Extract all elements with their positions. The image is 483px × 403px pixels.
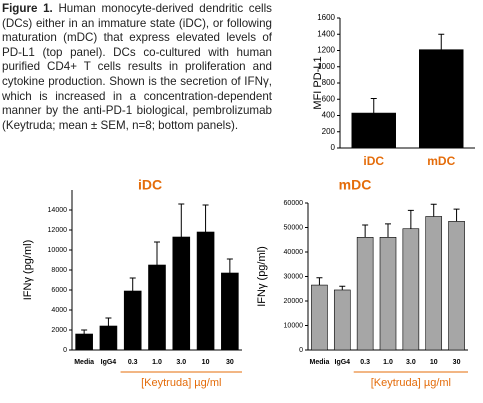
bar — [379, 237, 397, 351]
bar — [425, 216, 443, 351]
x-tick-label: Media — [310, 359, 330, 366]
y-tick-label: 12000 — [48, 227, 68, 234]
error-bar — [407, 209, 414, 229]
error-bar — [438, 33, 445, 50]
y-tick-label: 2000 — [51, 327, 67, 334]
error-bar — [178, 203, 185, 237]
error-bar — [370, 97, 377, 114]
y-tick-label: 6000 — [51, 287, 67, 294]
y-tick-label: 60000 — [284, 200, 304, 207]
x-tick-label: IgG4 — [335, 359, 351, 366]
bar — [123, 290, 142, 351]
x-tick-label: 3.0 — [406, 359, 416, 366]
x-tick-label: 1.0 — [152, 359, 162, 366]
y-tick-label: 200 — [322, 127, 336, 136]
y-tick-label: 400 — [322, 111, 336, 120]
y-tick-label: 0 — [299, 347, 303, 354]
x-tick-label: IgG4 — [101, 359, 117, 366]
x-tick-label: 30 — [453, 359, 461, 366]
error-bar — [81, 329, 88, 334]
x-tick-label: iDC — [363, 154, 384, 168]
bar — [196, 231, 215, 351]
y-tick-label: 600 — [322, 94, 336, 103]
error-bar — [226, 258, 233, 273]
x-axis-label: [Keytruda] µg/ml — [141, 377, 221, 389]
y-tick-label: 0 — [331, 143, 336, 152]
x-tick-label: 10 — [202, 359, 210, 366]
bar — [75, 333, 93, 351]
error-bar — [362, 224, 369, 238]
bar — [356, 237, 374, 351]
y-tick-label: 1600 — [317, 13, 335, 22]
y-tick-label: 30000 — [284, 273, 304, 280]
x-tick-label: 10 — [430, 359, 438, 366]
x-tick-label: 1.0 — [383, 359, 393, 366]
y-tick-label: 20000 — [284, 298, 304, 305]
y-tick-label: 40000 — [284, 249, 304, 256]
caption-label: Figure 1. — [2, 2, 53, 15]
y-tick-label: 4000 — [51, 307, 67, 314]
bar — [333, 289, 351, 351]
bar — [448, 221, 465, 351]
x-tick-label: 0.3 — [128, 359, 138, 366]
x-tick-label: 0.3 — [360, 359, 370, 366]
y-tick-label: 8000 — [51, 267, 67, 274]
y-axis-label: IFNγ (pg/ml) — [22, 240, 34, 301]
y-axis-label: IFNγ (pg/ml) — [256, 246, 268, 307]
y-tick-label: 1400 — [317, 29, 335, 38]
y-tick-label: 14000 — [48, 207, 68, 214]
y-tick-label: 1000 — [317, 62, 335, 71]
error-bar — [154, 241, 160, 265]
chart-title: iDC — [138, 177, 162, 193]
bar — [402, 228, 420, 351]
x-axis-label: [Keytruda] µg/ml — [371, 377, 451, 389]
bar — [99, 325, 118, 351]
y-tick-label: 50000 — [284, 224, 304, 231]
y-tick-label: 10000 — [284, 322, 304, 329]
bar — [221, 272, 239, 351]
chart-title: mDC — [339, 177, 372, 193]
y-tick-label: 0 — [63, 347, 67, 354]
bar — [148, 264, 166, 351]
y-tick-label: 10000 — [48, 247, 68, 254]
error-bar — [453, 208, 460, 222]
caption-text: Human monocyte-derived dendritic cells (… — [2, 2, 272, 132]
error-bar — [316, 277, 323, 286]
x-tick-label: Media — [74, 359, 94, 366]
error-bar — [105, 317, 112, 326]
y-axis-label: MFI PD-L1 — [312, 56, 324, 109]
bar — [311, 284, 328, 351]
bar — [351, 112, 396, 149]
y-tick-label: 800 — [322, 78, 336, 87]
bar — [172, 236, 191, 351]
error-bar — [339, 285, 346, 290]
bar — [419, 49, 464, 149]
x-tick-label: 30 — [226, 359, 234, 366]
caption: Figure 1. Human monocyte-derived dendrit… — [2, 2, 272, 133]
error-bar — [430, 203, 437, 217]
error-bar — [385, 223, 391, 238]
x-tick-label: mDC — [427, 154, 455, 168]
x-tick-label: 3.0 — [176, 359, 186, 366]
y-tick-label: 1200 — [317, 46, 335, 55]
error-bar — [129, 277, 136, 291]
error-bar — [202, 204, 209, 232]
